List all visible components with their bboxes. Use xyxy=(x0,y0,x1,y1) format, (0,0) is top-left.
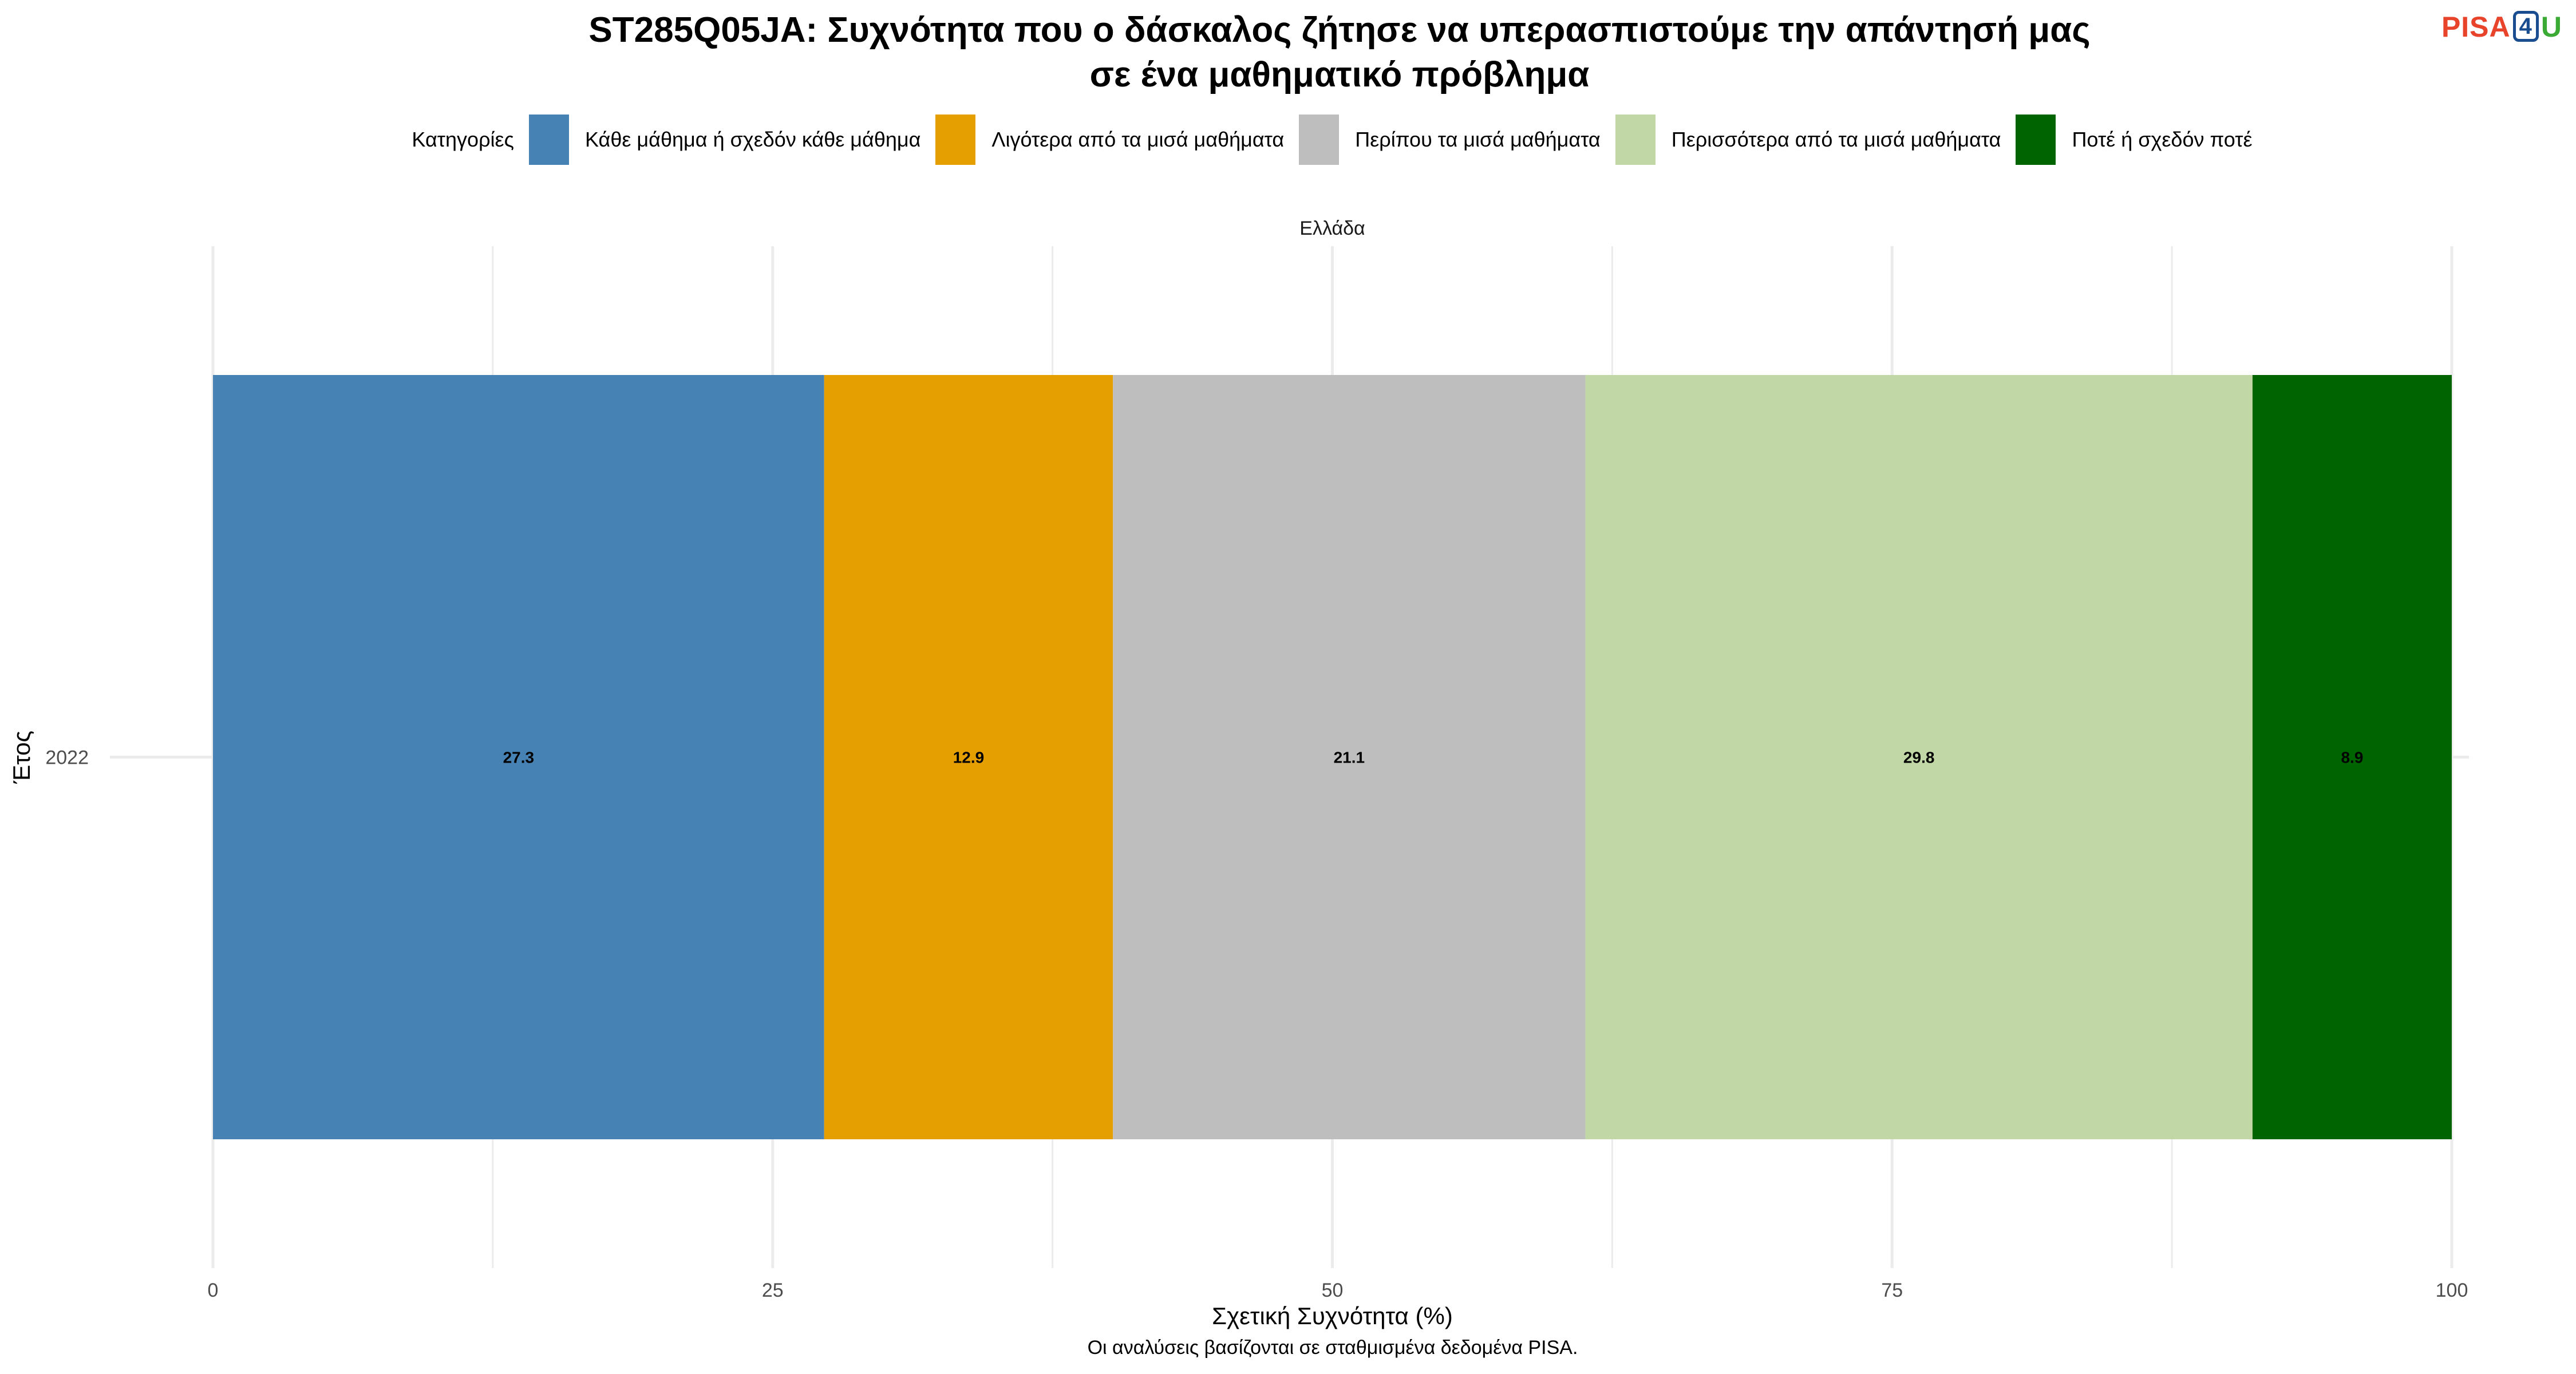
legend-title: Κατηγορίες xyxy=(412,128,514,151)
bar-value-label-1: 27.3 xyxy=(503,749,535,767)
x-tick-label: 50 xyxy=(1322,1280,1344,1301)
legend-label-1: Κάθε μάθημα ή σχεδόν κάθε μάθημα xyxy=(584,128,921,151)
legend-item-1: Κάθε μάθημα ή σχεδόν κάθε μάθημα xyxy=(528,114,921,165)
x-axis-title: Σχετική Συχνότητα (%) xyxy=(1212,1302,1453,1329)
logo-text-u: U xyxy=(2541,11,2562,43)
legend-item-2: Λιγότερα από τα μισά μαθήματα xyxy=(935,114,1284,165)
legend-item-5: Ποτέ ή σχεδόν ποτέ xyxy=(2016,114,2253,165)
logo-text-pisa: PISA xyxy=(2441,11,2511,43)
bar-value-label-2: 12.9 xyxy=(953,749,985,767)
legend-label-3: Περίπου τα μισά μαθήματα xyxy=(1355,128,1601,151)
bar-segment-1 xyxy=(213,375,824,1139)
legend-item-3: Περίπου τα μισά μαθήματα xyxy=(1299,114,1601,165)
chart-title: ST285Q05JA: Συχνότητα που ο δάσκαλος ζήτ… xyxy=(0,8,2576,97)
bar-segment-5 xyxy=(2252,375,2452,1139)
chart-caption: Οι αναλύσεις βασίζονται σε σταθμισμένα δ… xyxy=(1087,1337,1578,1359)
bar-segment-3 xyxy=(1113,375,1586,1139)
x-tick-label: 0 xyxy=(208,1280,219,1301)
chart-title-line-1: ST285Q05JA: Συχνότητα που ο δάσκαλος ζήτ… xyxy=(588,10,2091,50)
x-tick-label: 25 xyxy=(762,1280,784,1301)
bar-segment-2 xyxy=(824,375,1113,1139)
legend-swatch-5 xyxy=(2016,114,2056,165)
bar-value-label-3: 21.1 xyxy=(1334,749,1365,767)
bar-segment-4 xyxy=(1585,375,2253,1139)
chart-legend: Κατηγορίες Κάθε μάθημα ή σχεδόν κάθε μάθ… xyxy=(0,114,2576,165)
chart-title-line-2: σε ένα μαθηματικό πρόβλημα xyxy=(1089,55,1590,94)
y-axis-title: Έτος xyxy=(8,731,35,784)
legend-swatch-1 xyxy=(528,114,569,165)
legend-swatch-2 xyxy=(935,114,976,165)
bar-value-label-4: 29.8 xyxy=(1903,749,1935,767)
facet-label: Ελλάδα xyxy=(1299,218,1365,239)
pisa4u-logo: PISA 4 U xyxy=(2441,10,2562,44)
legend-swatch-4 xyxy=(1615,114,1656,165)
y-tick-label: 2022 xyxy=(45,747,89,769)
legend-label-2: Λιγότερα από τα μισά μαθήματα xyxy=(991,128,1285,151)
logo-text-4: 4 xyxy=(2512,11,2539,42)
x-tick-label: 100 xyxy=(2436,1280,2468,1301)
legend-label-4: Περισσότερα από τα μισά μαθήματα xyxy=(1671,128,2001,151)
legend-label-5: Ποτέ ή σχεδόν ποτέ xyxy=(2072,128,2253,151)
legend-swatch-3 xyxy=(1299,114,1340,165)
legend-item-4: Περισσότερα από τα μισά μαθήματα xyxy=(1615,114,2001,165)
x-tick-label: 75 xyxy=(1881,1280,1903,1301)
bar-value-label-5: 8.9 xyxy=(2341,749,2363,767)
